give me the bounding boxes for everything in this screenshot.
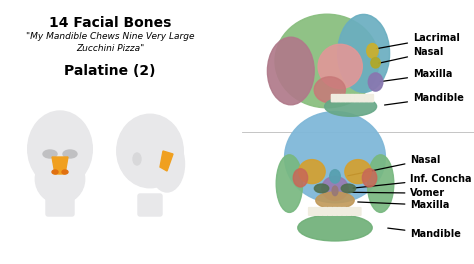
Polygon shape	[160, 151, 173, 171]
FancyBboxPatch shape	[328, 208, 332, 215]
FancyBboxPatch shape	[313, 208, 318, 215]
Ellipse shape	[293, 169, 308, 187]
Ellipse shape	[276, 155, 302, 213]
Text: Mandible: Mandible	[388, 228, 461, 239]
Ellipse shape	[299, 160, 325, 183]
Text: Inf. Concha: Inf. Concha	[353, 174, 472, 188]
FancyBboxPatch shape	[309, 208, 313, 215]
Ellipse shape	[362, 169, 377, 187]
Text: Nasal: Nasal	[379, 47, 443, 63]
Text: "My Mandible Chews Nine Very Large
Zucchini Pizza": "My Mandible Chews Nine Very Large Zucch…	[26, 32, 194, 53]
FancyBboxPatch shape	[341, 95, 346, 102]
Ellipse shape	[325, 97, 377, 116]
Polygon shape	[52, 157, 68, 174]
Ellipse shape	[62, 170, 68, 174]
Ellipse shape	[284, 112, 385, 203]
FancyBboxPatch shape	[318, 208, 322, 215]
FancyBboxPatch shape	[347, 208, 351, 215]
Ellipse shape	[314, 77, 346, 103]
FancyBboxPatch shape	[331, 95, 336, 102]
Text: Lacrimal: Lacrimal	[376, 33, 460, 49]
FancyBboxPatch shape	[350, 95, 355, 102]
Ellipse shape	[345, 160, 371, 183]
FancyBboxPatch shape	[342, 208, 346, 215]
Text: Nasal: Nasal	[348, 155, 441, 176]
Text: Mandible: Mandible	[384, 93, 464, 105]
Ellipse shape	[367, 155, 394, 213]
FancyBboxPatch shape	[333, 208, 337, 215]
Ellipse shape	[298, 215, 372, 241]
Ellipse shape	[322, 176, 348, 200]
FancyBboxPatch shape	[356, 208, 361, 215]
FancyBboxPatch shape	[323, 208, 328, 215]
Ellipse shape	[43, 150, 57, 158]
Ellipse shape	[275, 14, 379, 108]
Ellipse shape	[27, 111, 92, 187]
FancyBboxPatch shape	[359, 95, 364, 102]
Ellipse shape	[368, 73, 383, 91]
FancyBboxPatch shape	[346, 95, 350, 102]
Ellipse shape	[267, 37, 314, 105]
FancyBboxPatch shape	[352, 208, 356, 215]
Ellipse shape	[35, 154, 85, 204]
Ellipse shape	[314, 184, 329, 193]
FancyBboxPatch shape	[364, 95, 369, 102]
Text: Maxilla: Maxilla	[381, 69, 452, 82]
FancyBboxPatch shape	[355, 95, 359, 102]
FancyBboxPatch shape	[46, 192, 74, 216]
Text: Maxilla: Maxilla	[358, 200, 450, 210]
Ellipse shape	[341, 184, 356, 193]
Ellipse shape	[133, 153, 141, 165]
Text: 14 Facial Bones: 14 Facial Bones	[49, 16, 171, 30]
Ellipse shape	[52, 170, 58, 174]
Ellipse shape	[316, 192, 354, 209]
Ellipse shape	[149, 136, 184, 192]
Ellipse shape	[330, 170, 340, 183]
Ellipse shape	[367, 44, 378, 58]
FancyBboxPatch shape	[369, 95, 374, 102]
Ellipse shape	[371, 58, 380, 68]
FancyBboxPatch shape	[336, 95, 341, 102]
Ellipse shape	[332, 186, 338, 196]
Ellipse shape	[318, 44, 362, 88]
Ellipse shape	[117, 114, 183, 188]
Text: Vomer: Vomer	[348, 188, 446, 198]
Ellipse shape	[63, 150, 77, 158]
FancyBboxPatch shape	[337, 208, 342, 215]
FancyBboxPatch shape	[138, 194, 162, 216]
Text: Palatine (2): Palatine (2)	[64, 64, 156, 78]
Ellipse shape	[337, 15, 390, 92]
